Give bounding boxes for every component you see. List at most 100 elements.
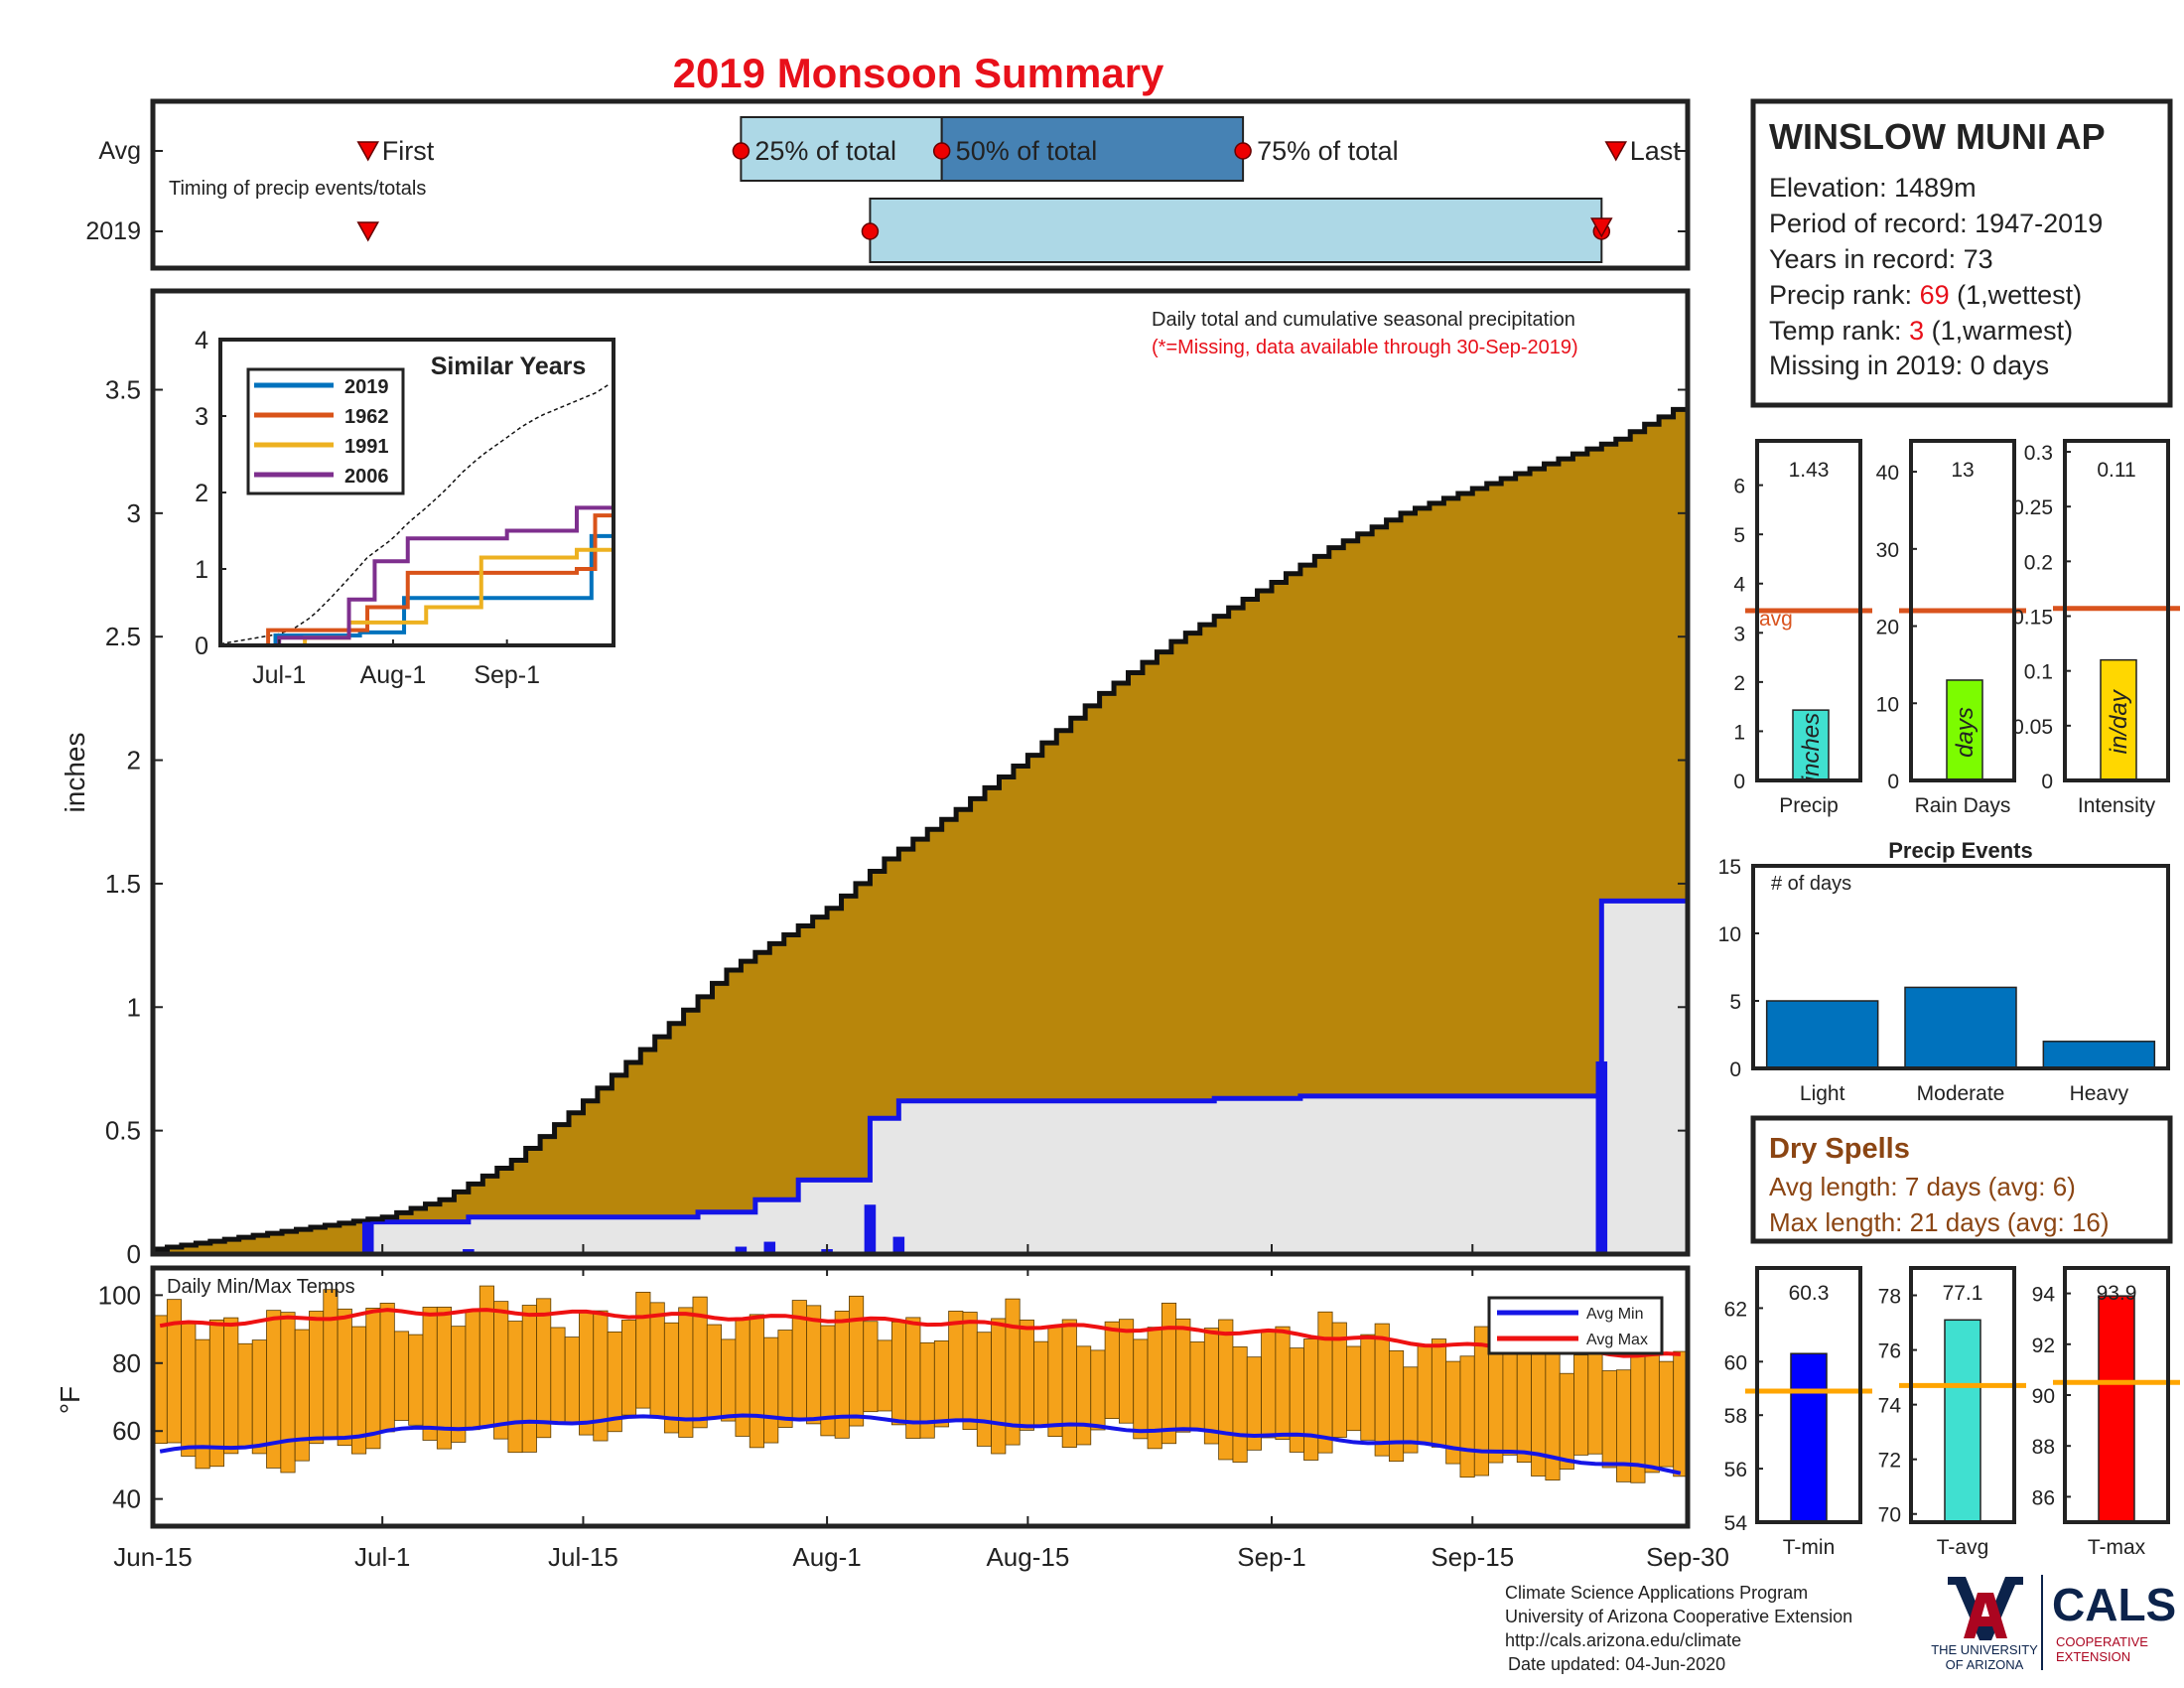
- station-missing: Missing in 2019: 0 days: [1769, 351, 2049, 380]
- chart-title: 2019 Monsoon Summary: [673, 50, 1164, 96]
- inset-series-2006: [220, 503, 615, 647]
- temp-marks: [152, 1285, 1689, 1483]
- temp-stat-panel-tmax: 86 88 90 92 94 93.9 T-max: [2032, 1266, 2180, 1559]
- inset-y-tick-label: 3: [195, 403, 208, 431]
- daily-temp-bar: [849, 1295, 865, 1427]
- ua-a-outline-icon: [1948, 1577, 2023, 1640]
- daily-temp-bar: [309, 1311, 325, 1445]
- station-temp-rank: Temp rank: 3 (1,warmest): [1769, 316, 2073, 346]
- daily-temp-bar: [1317, 1311, 1333, 1454]
- event-category-label: Heavy: [2070, 1082, 2129, 1105]
- season-stat-panels: 0 1 2 3 4 5 6 1.43 inches Precip 0 10 20 30 40 13 days Ra…: [1733, 439, 2180, 817]
- temp-y-ticks: 40 60 80 100: [98, 1280, 163, 1514]
- daily-temp-bar: [251, 1339, 267, 1455]
- temp-panel-label: Daily Min/Max Temps: [167, 1276, 355, 1298]
- daily-precip-bar: [892, 1236, 905, 1254]
- precip-note-2: (*=Missing, data available through 30-Se…: [1152, 337, 1578, 358]
- temp-stat-y-tick-label: 58: [1724, 1405, 1747, 1428]
- daily-temp-bar: [1360, 1334, 1376, 1441]
- q25-label: 25% of total: [754, 136, 896, 166]
- legend-label-2006: 2006: [344, 466, 389, 488]
- daily-temp-bar: [237, 1342, 253, 1447]
- daily-temp-bar: [379, 1303, 395, 1433]
- cals-logo-line-1: COOPERATIVE: [2056, 1634, 2148, 1649]
- temp-stat-y-tick-label: 86: [2032, 1486, 2055, 1509]
- daily-temp-bar: [1275, 1326, 1291, 1441]
- precip-rank-suffix: (1,wettest): [1950, 280, 2083, 310]
- stat-y-tick-label: 0: [1887, 771, 1899, 793]
- avg-cumulative-line: [153, 401, 1691, 1252]
- daily-temp-bar: [962, 1312, 978, 1431]
- inset-title: Similar Years: [431, 352, 587, 380]
- y2019-q25-marker: [861, 222, 880, 240]
- temp-stat-panel-tmin: 54 56 58 60 62 60.3 T-min: [1724, 1266, 1872, 1559]
- events-y-label: # of days: [1771, 873, 1851, 895]
- observed-cumulative-area: [153, 901, 1688, 1254]
- temp-stat-panels: 54 56 58 60 62 60.3 T-min 70 72 74 76 78 77.1 T-avg 86…: [1724, 1266, 2180, 1559]
- stat-y-tick-label: 2: [1733, 672, 1745, 695]
- daily-temp-bar: [323, 1289, 339, 1439]
- temp-y-label: °F: [55, 1386, 85, 1414]
- event-category-label: Moderate: [1917, 1082, 2005, 1105]
- daily-temp-bar: [777, 1330, 793, 1428]
- ua-a-icon: [1964, 1593, 2007, 1638]
- precip-frame: [150, 288, 1691, 1257]
- stat-y-tick-label: 0.05: [2012, 716, 2053, 739]
- stat-panel-frame: [1755, 439, 1862, 782]
- temp-stat-frame: [1909, 1266, 2016, 1524]
- daily-temp-bar: [1090, 1349, 1106, 1431]
- daily-temp-bar: [1175, 1318, 1191, 1433]
- event-category-label: Light: [1800, 1082, 1845, 1105]
- daily-temp-bar: [451, 1326, 467, 1443]
- legend-label-2019: 2019: [344, 376, 389, 398]
- inset-y-tick-label: 2: [195, 480, 208, 507]
- inset-y-tick-label: 0: [195, 633, 208, 660]
- ua-logo-line-1: THE UNIVERSITY: [1931, 1642, 2038, 1657]
- daily-temp-bar: [493, 1301, 509, 1440]
- legend-label-avg-max: Avg Max: [1586, 1332, 1648, 1348]
- daily-temp-bar: [1189, 1341, 1205, 1432]
- daily-temp-bar: [1119, 1319, 1135, 1424]
- y2019-last-triangle: [1590, 217, 1613, 238]
- temp-y-tick-label: 60: [112, 1416, 141, 1446]
- precip-panel: 0 0.5 1 1.5 2 2.5 3 3.5 inches Daily total and …: [60, 288, 1691, 1269]
- stat-value: 0.11: [2097, 459, 2135, 482]
- precip-y-tick-label: 0.5: [105, 1116, 141, 1146]
- timing-label: Timing of precip events/totals: [169, 178, 426, 200]
- station-years: Years in record: 73: [1769, 244, 1993, 274]
- stat-y-tick-label: 0: [2041, 771, 2053, 793]
- daily-temp-bar: [620, 1320, 637, 1416]
- cals-logo-text: CALS: [2052, 1579, 2176, 1630]
- daily-temp-bar: [706, 1324, 722, 1419]
- footer: Climate Science Applications Program Uni…: [1505, 1583, 1852, 1674]
- avg-q25-q50-box: [740, 116, 943, 182]
- footer-line-1: Climate Science Applications Program: [1505, 1583, 1808, 1603]
- daily-temp-bar: [1403, 1366, 1419, 1454]
- temp-rank-suffix: (1,warmest): [1924, 316, 2073, 346]
- stat-panel-rain_days: 0 10 20 30 40 13 days Rain Days: [1876, 439, 2026, 817]
- inset-x-tick-label: Aug-1: [360, 661, 427, 689]
- inset-ticks: 0 1 2 3 4 Jul-1 Aug-1 Sep-1: [195, 327, 540, 689]
- temp-stat-frame: [1755, 1266, 1862, 1524]
- daily-temp-bar: [1261, 1331, 1277, 1439]
- daily-precip-bar: [1595, 1061, 1608, 1254]
- temp-stat-value: 93.9: [2097, 1282, 2137, 1305]
- dry-spells-title: Dry Spells: [1769, 1133, 1910, 1165]
- stat-y-tick-label: 1: [1733, 721, 1745, 744]
- daily-temp-bar: [890, 1321, 907, 1426]
- daily-temp-bar: [1388, 1349, 1405, 1463]
- precip-y-label: inches: [60, 733, 90, 813]
- daily-temp-bar: [1033, 1340, 1049, 1427]
- timing-panel: First 25% of total 50% of total 75% of tota…: [85, 98, 1691, 271]
- daily-precip-bar: [735, 1246, 748, 1254]
- footer-line-4: Date updated: 04-Jun-2020: [1508, 1654, 1725, 1674]
- temp-stat-bar-tmax: [2098, 1295, 2135, 1523]
- daily-temp-bar: [1658, 1360, 1675, 1468]
- legend-label-avg-min: Avg Min: [1586, 1306, 1644, 1323]
- temp-stat-y-tick-label: 92: [2032, 1335, 2055, 1357]
- temp-legend-box: [1487, 1296, 1664, 1355]
- station-precip-rank: Precip rank: 69 (1,wettest): [1769, 280, 2082, 310]
- temp-y-tick-label: 40: [112, 1484, 141, 1514]
- stat-label: Precip: [1779, 794, 1839, 817]
